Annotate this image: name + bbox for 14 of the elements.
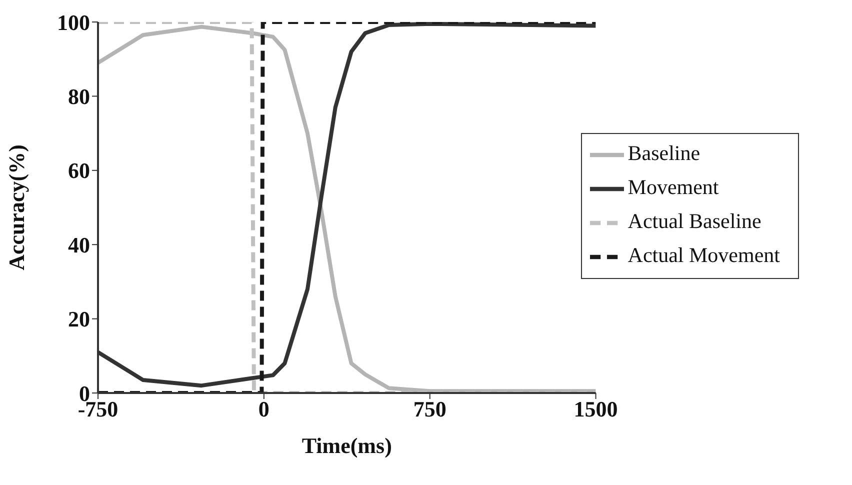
x-tick-label: 0 — [258, 396, 270, 422]
y-axis-title: Accuracy(%) — [4, 144, 29, 270]
x-tick-label: 750 — [413, 396, 446, 422]
legend-label: Actual Movement — [628, 242, 780, 267]
y-tick-label: 40 — [68, 232, 90, 258]
y-tick-label: 20 — [68, 306, 90, 332]
y-tick-label: 100 — [57, 10, 90, 35]
legend-label: Movement — [628, 174, 719, 199]
x-tick-label: 1500 — [574, 396, 618, 422]
legend-label: Baseline — [628, 140, 700, 165]
x-axis-title: Time(ms) — [302, 433, 392, 458]
y-tick-label: 80 — [68, 84, 90, 110]
y-tick-label: 60 — [68, 158, 90, 184]
legend-label: Actual Baseline — [628, 208, 762, 233]
